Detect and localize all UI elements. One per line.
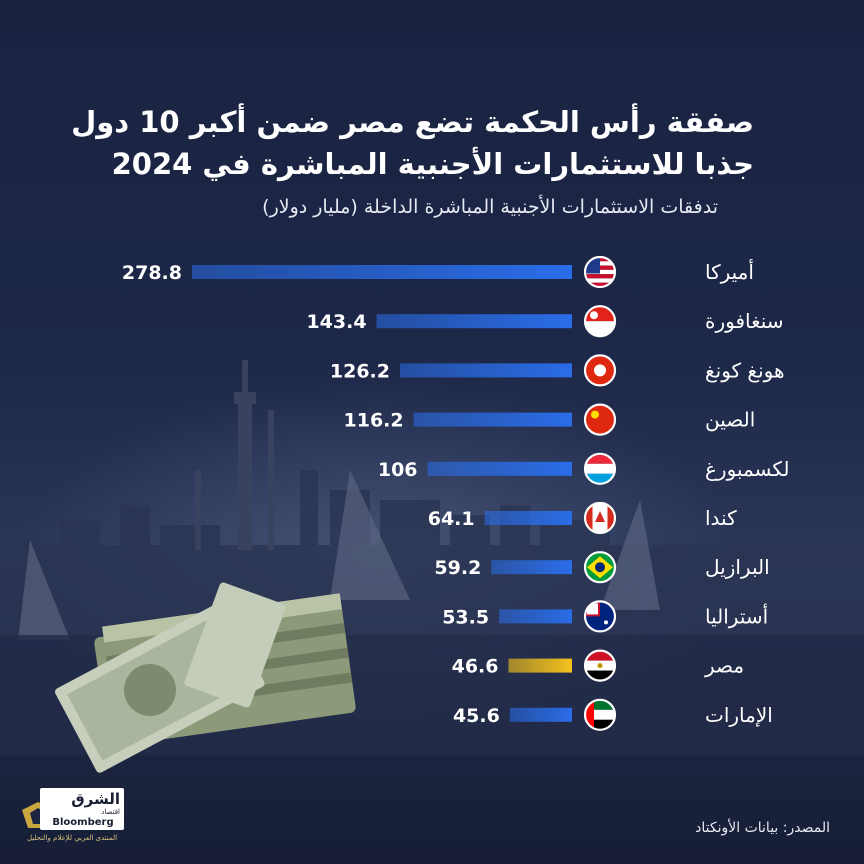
category-label: سنغافورة xyxy=(705,309,784,333)
us-flag-ring xyxy=(583,255,617,289)
bar-row: 116.2 الصين xyxy=(344,403,755,436)
bar-row: 59.2 البرازيل xyxy=(434,551,770,584)
value-label: 46.6 xyxy=(452,656,499,678)
bar xyxy=(509,707,572,722)
source-note: المصدر: بيانات الأونكتاد xyxy=(695,820,830,836)
bar-row: 46.6 مصر xyxy=(452,649,744,682)
category-label: كندا xyxy=(705,506,737,530)
bar-row: 64.1 كندا xyxy=(428,501,737,535)
logo-box xyxy=(40,788,124,830)
bar-row: 126.2 هونغ كونغ xyxy=(330,354,785,387)
logo-partner: Bloomberg xyxy=(52,817,114,828)
uae-flag-ring xyxy=(583,698,617,731)
bar xyxy=(491,560,572,575)
category-label: أستراليا xyxy=(705,603,768,628)
value-label: 278.8 xyxy=(122,262,182,284)
bar xyxy=(399,363,572,378)
bar-row: 45.6 الإمارات xyxy=(453,698,773,731)
category-label: لكسمبورغ xyxy=(705,457,790,481)
luxembourg-flag-ring xyxy=(583,452,617,485)
brazil-flag-ring xyxy=(583,551,617,584)
value-label: 45.6 xyxy=(453,705,500,727)
category-label: الصين xyxy=(705,408,755,432)
bar-row: 143.4 سنغافورة xyxy=(306,305,784,338)
egypt-flag-ring xyxy=(583,649,617,682)
value-label: 64.1 xyxy=(428,508,475,530)
value-label: 106 xyxy=(378,459,418,481)
bar xyxy=(499,609,572,624)
singapore-flag xyxy=(585,306,615,337)
bar-row: 278.8 أميركا xyxy=(122,255,754,289)
asharq-bloomberg-logo: الشرق اقتصاد Bloomberg المنتدى العربي لل… xyxy=(18,786,126,848)
chart-subtitle: تدفقات الاستثمارات الأجنبية المباشرة الد… xyxy=(262,196,718,218)
category-label: أميركا xyxy=(705,259,754,284)
canada-flag-ring xyxy=(583,501,617,535)
luxembourg-flag xyxy=(585,453,615,484)
bar xyxy=(376,314,572,329)
china-flag-ring xyxy=(583,403,617,436)
uae-flag xyxy=(585,699,615,730)
bar-row: 106 لكسمبورغ xyxy=(378,452,790,485)
bar xyxy=(427,461,572,476)
money-stack-illustration xyxy=(54,582,356,773)
bar xyxy=(484,511,572,525)
title-line-1: صفقة رأس الحكمة تضع مصر ضمن أكبر 10 دول xyxy=(71,105,754,139)
value-label: 126.2 xyxy=(330,360,390,382)
value-label: 59.2 xyxy=(434,557,481,579)
bar xyxy=(413,412,572,427)
hong-kong-flag-ring xyxy=(583,354,617,387)
highlight-bar xyxy=(508,658,572,673)
logo-name: الشرق xyxy=(71,790,120,808)
us-flag xyxy=(585,257,615,287)
value-label: 143.4 xyxy=(306,311,366,333)
title-line-2: جذبا للاستثمارات الأجنبية المباشرة في 20… xyxy=(111,147,754,181)
category-label: الإمارات xyxy=(705,703,773,727)
category-label: البرازيل xyxy=(705,555,770,579)
australia-flag-ring xyxy=(583,600,617,633)
egypt-flag xyxy=(585,650,615,681)
singapore-flag-ring xyxy=(583,305,617,338)
bar-row: 53.5 أستراليا xyxy=(442,600,768,633)
logo-sub: اقتصاد xyxy=(101,808,120,816)
value-label: 116.2 xyxy=(344,410,404,432)
category-label: مصر xyxy=(704,654,744,678)
value-label: 53.5 xyxy=(442,606,489,628)
chart-title: صفقة رأس الحكمة تضع مصر ضمن أكبر 10 دول … xyxy=(54,101,754,185)
bar xyxy=(192,265,572,279)
logo-caption: المنتدى العربي للإعلام والتحليل xyxy=(26,834,118,842)
category-label: هونغ كونغ xyxy=(705,358,785,382)
